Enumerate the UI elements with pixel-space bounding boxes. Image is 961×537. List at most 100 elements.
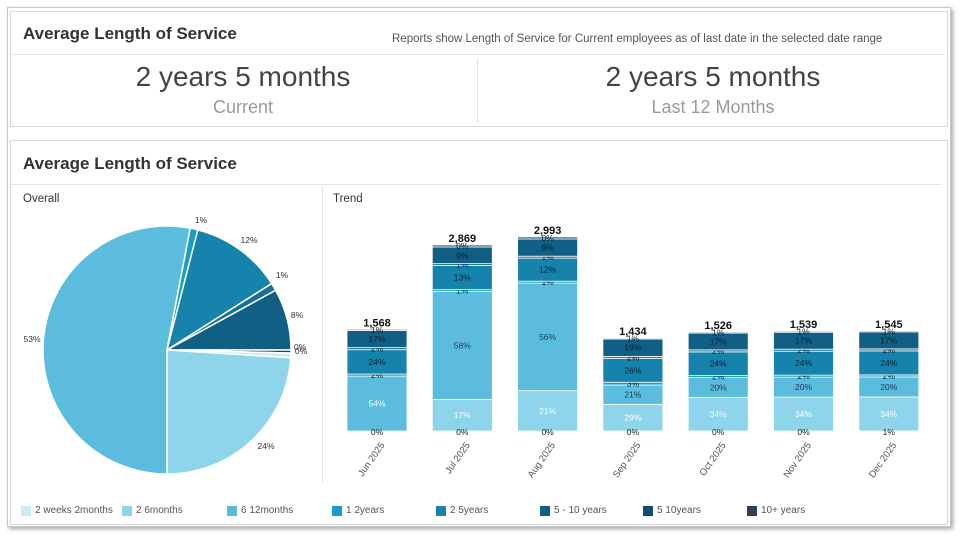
bar-segment[interactable] [602,403,664,432]
legend-item[interactable]: 2 weeks 2months [21,505,113,516]
legend-label: 2 weeks 2months [35,505,113,516]
bar-segment[interactable] [858,396,920,432]
bar-segment[interactable] [517,282,579,392]
bar-segment[interactable] [858,350,920,376]
legend-item[interactable]: 6 12months [227,505,293,516]
legend-label: 10+ years [761,505,806,516]
legend-label: 2 5years [450,505,489,516]
bar-segment[interactable] [431,398,493,432]
bar-segment-label: 9% [456,250,469,260]
overall-label: Overall [23,193,60,205]
pie-slice-label: 12% [240,235,257,245]
bar-segment-label: 2% [371,370,384,380]
bar-segment-label: 20% [710,382,727,392]
bar-segment-label: 1% [883,326,896,336]
bar-segment[interactable] [431,265,493,291]
bar-segment-label: 34% [710,409,727,419]
bar-segment[interactable] [346,349,408,375]
bar-segment-label: 20% [795,382,812,392]
bar-category-label: Nov 2025 [782,440,814,480]
bar-segment-label: 26% [624,365,641,375]
bar-segment-label: 1% [797,327,810,337]
legend-swatch [747,505,757,516]
pie-slice-label: 8% [291,310,304,320]
bar-segment-label: 21% [624,390,641,400]
legend-swatch [332,505,342,516]
bar-segment-label: 2% [712,372,725,382]
pie-slice[interactable] [166,349,292,475]
bar-segment-label: 17% [454,410,471,420]
bar-segment-label: 0% [456,241,469,251]
bar-segment[interactable] [517,390,579,432]
pie-slice[interactable] [165,228,273,352]
legend-swatch [436,505,446,516]
bar-segment-label: 1% [456,260,469,270]
legend-item[interactable]: 10+ years [747,505,805,516]
bar-bottom-label: 0% [712,427,725,437]
bar-segment-label: 1% [627,334,640,344]
bar-bottom-label: 0% [541,427,554,437]
bar-total-label: 1,545 [875,319,903,331]
summary-divider [11,54,945,55]
bar-segment-label: 24% [368,357,385,367]
bar-segment-label: 29% [624,413,641,423]
bar-segment[interactable] [773,396,834,432]
kpi-last12-value: 2 years 5 months [605,61,821,92]
legend-swatch [643,505,653,516]
bar-segment-label: 17% [710,336,727,346]
bar-segment-label: 9% [541,243,554,253]
bar-segment-label: 2% [627,352,640,362]
bar-segment[interactable] [858,330,920,333]
bar-segment-label: 1% [371,325,384,335]
bar-total-label: 1,568 [363,317,391,329]
bar-segment[interactable] [431,291,493,400]
bar-segment-label: 1% [456,286,469,296]
legend-label: 5 - 10 years [554,505,607,516]
bar-segment-label: 1% [541,277,554,287]
bar-segment-label: 24% [880,358,897,368]
chart-divider [322,186,323,482]
bar-bottom-label: 0% [371,427,384,437]
bar-segment-label: 2% [371,344,384,354]
pie-slice[interactable] [42,225,192,475]
bar-segment[interactable] [346,328,408,331]
bar-total-label: 1,434 [619,326,647,338]
bar-segment[interactable] [687,331,749,334]
bar-segment[interactable] [431,244,493,248]
bar-bottom-label: 0% [797,427,810,437]
bar-segment[interactable] [602,337,664,340]
legend-item[interactable]: 5 10years [643,505,701,516]
bar-segment-label: 20% [880,382,897,392]
bar-segment[interactable] [517,236,579,240]
bar-segment-label: 24% [795,358,812,368]
overall-pie-chart: 53% 1% 12% 1% 8% 0%0% 24% [23,215,308,475]
legend-item[interactable]: 2 5years [436,505,488,516]
legend-item[interactable]: 1 2years [332,505,384,516]
bar-segment-label: 0% [541,233,554,243]
pie-slice-label: 1% [195,215,208,225]
bar-segment-label: 12% [539,265,556,275]
legend-item[interactable]: 5 - 10 years [540,505,607,516]
detail-divider [11,184,941,185]
legend-swatch [21,505,31,516]
bar-segment[interactable] [773,330,834,333]
bar-segment-label: 1% [541,252,554,262]
bar-segment-label: 3% [627,379,640,389]
bar-segment-label: 2% [712,346,725,356]
kpi-current-value: 2 years 5 months [135,61,351,92]
kpi-divider [477,58,478,123]
legend-label: 1 2years [346,505,385,516]
bar-segment-label: 56% [539,332,556,342]
legend-item[interactable]: 2 6months [122,505,183,516]
bar-total-label: 2,869 [449,233,477,245]
bar-segment-label: 2% [797,371,810,381]
pie-slice-label: 24% [257,441,274,451]
legend-label: 6 12months [241,505,294,516]
kpi-last12-label: Last 12 Months [651,97,775,117]
bar-segment[interactable] [687,396,749,432]
legend-label: 5 10years [657,505,701,516]
bar-segment[interactable] [346,375,408,432]
bar-segment-label: 17% [368,334,385,344]
bar-category-label: Aug 2025 [526,440,558,480]
